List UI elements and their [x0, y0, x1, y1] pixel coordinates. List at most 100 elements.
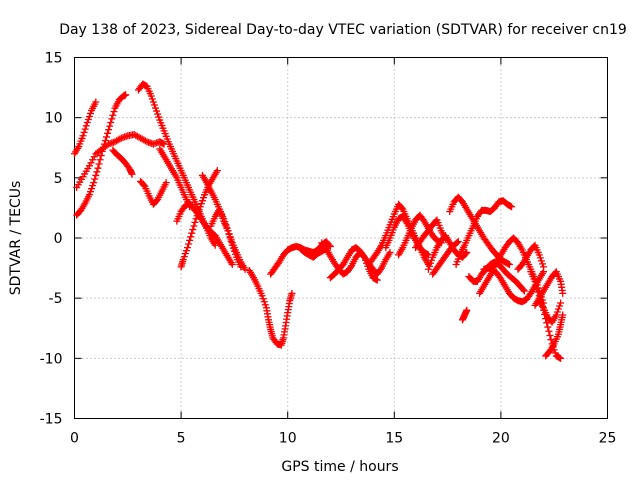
data-point [105, 126, 113, 134]
data-point [540, 263, 548, 271]
data-point [223, 224, 231, 232]
data-point [237, 263, 245, 271]
data-point [85, 191, 93, 199]
data-point [197, 200, 205, 208]
data-point [347, 263, 355, 271]
data-point [241, 265, 249, 273]
x-tick-label: 10 [279, 431, 297, 447]
data-point [454, 238, 462, 246]
data-point [89, 182, 97, 190]
satellite-track-3 [73, 131, 168, 191]
data-point [230, 247, 238, 255]
satellite-track-26 [459, 306, 471, 324]
satellite-track-25 [465, 258, 528, 295]
data-point [508, 203, 516, 211]
satellite-track-29 [514, 241, 548, 273]
data-point [194, 209, 202, 217]
data-point [519, 286, 527, 294]
data-point [552, 311, 560, 319]
data-point [359, 252, 367, 260]
data-point [222, 221, 230, 229]
data-point [221, 218, 229, 226]
satellite-track-22 [429, 238, 462, 278]
data-point [198, 197, 206, 205]
x-tick-label: 15 [385, 431, 403, 447]
data-point [553, 308, 561, 316]
data-point [259, 295, 267, 303]
data-point [531, 277, 539, 285]
data-point [373, 276, 381, 284]
data-point [556, 302, 564, 310]
y-axis-label: SDTVAR / TECUs [8, 181, 24, 296]
data-point [150, 101, 158, 109]
data-point [463, 248, 471, 256]
data-point [195, 206, 203, 214]
data-point [80, 128, 88, 136]
data-point [153, 107, 161, 115]
data-point [227, 238, 235, 246]
data-point [189, 226, 197, 234]
data-point [106, 122, 114, 130]
data-point [398, 204, 406, 212]
data-point [231, 250, 239, 258]
data-point [505, 260, 513, 268]
data-point [86, 109, 94, 117]
y-tick-label: -5 [49, 291, 63, 307]
data-point [185, 240, 193, 248]
data-point [141, 137, 149, 145]
data-point [536, 254, 544, 262]
data-point [220, 215, 228, 223]
data-point [520, 287, 528, 295]
satellite-track-12 [245, 266, 296, 349]
data-point [89, 156, 97, 164]
data-point [224, 227, 232, 235]
data-point [229, 244, 237, 252]
data-point [101, 137, 109, 145]
data-point [108, 115, 116, 123]
data-point [537, 257, 545, 265]
data-point [557, 354, 565, 362]
data-point [532, 281, 540, 289]
data-point [155, 113, 163, 121]
x-tick-label: 25 [599, 431, 617, 447]
data-point [533, 285, 541, 293]
data-point [107, 118, 115, 126]
data-point [546, 331, 554, 339]
data-point [102, 133, 110, 141]
data-point [453, 239, 461, 247]
data-point [84, 115, 92, 123]
data-point [551, 349, 559, 357]
axis-ticks [74, 57, 608, 419]
data-point [92, 98, 100, 106]
data-point [428, 256, 436, 264]
data-points [71, 80, 567, 362]
data-point [424, 265, 432, 273]
data-point [190, 222, 198, 230]
data-point [544, 323, 552, 331]
y-tick-label: -15 [40, 412, 63, 428]
data-point [90, 153, 98, 161]
x-tick-label: 5 [177, 431, 186, 447]
data-point [87, 159, 95, 167]
data-point [228, 241, 236, 249]
data-point [149, 98, 157, 106]
data-point [88, 185, 96, 193]
data-point [122, 91, 130, 99]
data-point [152, 104, 160, 112]
data-point [258, 292, 266, 300]
data-point [110, 108, 118, 116]
data-point [79, 132, 87, 140]
data-point [196, 203, 204, 211]
y-tick-label: 5 [54, 171, 63, 187]
data-point [162, 179, 170, 187]
y-tick-label: 15 [45, 51, 63, 67]
data-point [288, 289, 296, 297]
data-point [360, 253, 368, 261]
y-tick-labels: -15 -10 -5 0 5 10 15 [40, 51, 63, 428]
y-tick-label: 10 [45, 111, 63, 127]
data-point [191, 218, 199, 226]
data-point [535, 251, 543, 259]
data-point [86, 188, 94, 196]
data-point [362, 256, 370, 264]
data-point [180, 253, 188, 261]
